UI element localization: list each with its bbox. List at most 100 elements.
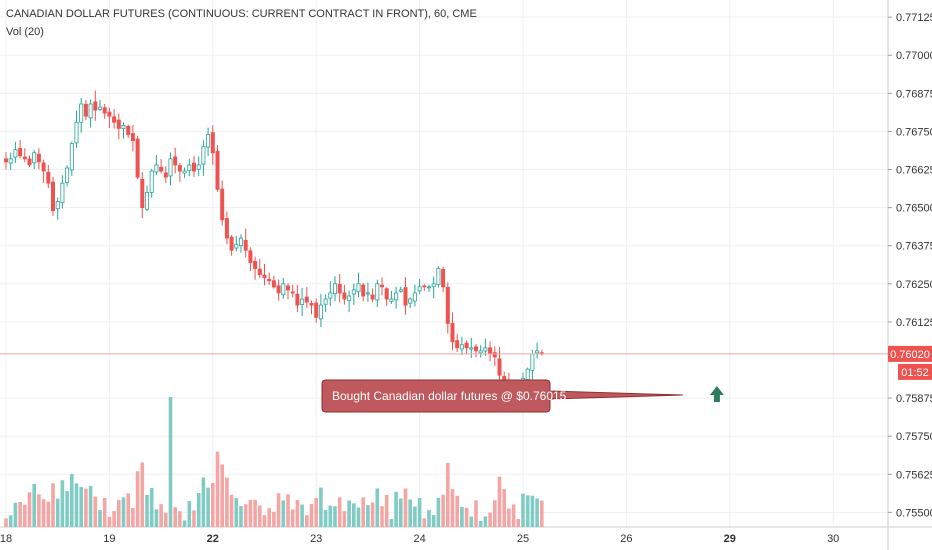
candle-body bbox=[497, 358, 502, 376]
candle-body bbox=[483, 347, 488, 352]
last-price-tag: 0.76020 01:52 bbox=[888, 345, 932, 380]
candle-body bbox=[375, 283, 380, 301]
volume-bar bbox=[366, 505, 370, 527]
candle-body bbox=[79, 103, 84, 123]
volume-bar bbox=[239, 506, 243, 527]
candle-body bbox=[370, 294, 375, 300]
candle-body bbox=[135, 138, 140, 178]
candle-body bbox=[248, 250, 253, 263]
candle-body bbox=[436, 268, 441, 285]
candle-body bbox=[224, 218, 229, 239]
candle-body bbox=[163, 172, 168, 178]
last-price-label: 0.76020 bbox=[890, 349, 930, 361]
volume-bar bbox=[319, 487, 323, 527]
volume-bar bbox=[41, 499, 46, 527]
volume-bar bbox=[164, 512, 168, 527]
volume-bar bbox=[361, 497, 365, 527]
volume-bar bbox=[211, 483, 215, 527]
volume-bar bbox=[51, 483, 55, 527]
volume-bars bbox=[4, 397, 544, 527]
price-tick-label: 0.77000 bbox=[896, 50, 932, 62]
volume-bar bbox=[309, 504, 314, 527]
price-axis[interactable]: 0.77125 0.77000 0.76875 0.76750 0.76625 0.765… bbox=[888, 12, 932, 519]
candle-body bbox=[450, 322, 455, 343]
volume-bar bbox=[352, 503, 356, 527]
candle-body bbox=[243, 239, 248, 251]
candle-body bbox=[323, 298, 328, 305]
volume-bar bbox=[502, 489, 506, 527]
candle-body bbox=[267, 278, 272, 282]
time-tick-label: 19 bbox=[103, 533, 115, 545]
volume-bar bbox=[8, 515, 13, 527]
volume-bar bbox=[272, 511, 276, 527]
candle-body bbox=[337, 283, 342, 294]
volume-bar bbox=[46, 501, 51, 527]
candle-body bbox=[492, 352, 497, 358]
candle-body bbox=[83, 103, 88, 117]
price-tick-label: 0.76750 bbox=[896, 126, 932, 138]
volume-bar bbox=[469, 516, 474, 527]
volume-bar bbox=[70, 474, 74, 527]
candle-body bbox=[295, 293, 300, 306]
volume-bar bbox=[488, 512, 492, 527]
volume-bar bbox=[356, 507, 361, 527]
candle-body bbox=[201, 146, 206, 165]
volume-bar bbox=[521, 493, 525, 527]
candle-body bbox=[285, 285, 290, 291]
volume-bar bbox=[535, 498, 539, 527]
volume-bar bbox=[88, 486, 93, 527]
volume-bar bbox=[18, 502, 22, 527]
candle-body bbox=[69, 143, 74, 171]
time-tick-label: 26 bbox=[620, 533, 632, 545]
volume-bar bbox=[126, 493, 130, 527]
volume-bar bbox=[507, 508, 511, 527]
time-tick-label: 29 bbox=[724, 533, 736, 545]
candle-body bbox=[74, 121, 79, 144]
candle-body bbox=[229, 236, 234, 251]
candle-body bbox=[215, 150, 220, 190]
volume-bar bbox=[243, 504, 248, 527]
price-tick-label: 0.75750 bbox=[896, 431, 932, 443]
volume-bar bbox=[55, 498, 60, 527]
volume-bar bbox=[107, 516, 112, 527]
volume-bar bbox=[403, 488, 408, 527]
price-tick-label: 0.76375 bbox=[896, 241, 932, 253]
volume-bar bbox=[140, 462, 145, 527]
candle-body bbox=[309, 303, 314, 306]
candle-body bbox=[196, 164, 201, 170]
candle-body bbox=[271, 280, 276, 288]
volume-bar bbox=[530, 495, 535, 527]
volume-bar bbox=[399, 498, 403, 527]
candle-body bbox=[60, 182, 65, 204]
volume-bar bbox=[4, 518, 8, 527]
candle-body bbox=[112, 116, 117, 123]
volume-bar bbox=[201, 477, 206, 527]
candle-body bbox=[389, 298, 394, 302]
candle-body bbox=[36, 153, 41, 163]
candle-body bbox=[394, 292, 399, 301]
candle-body bbox=[149, 170, 154, 193]
volume-bar bbox=[497, 476, 502, 527]
candle-body bbox=[8, 158, 13, 164]
volume-bar bbox=[394, 491, 398, 527]
candle-body bbox=[281, 283, 286, 296]
volume-bar bbox=[540, 500, 544, 527]
price-tick-label: 0.75875 bbox=[896, 393, 932, 405]
volume-bar bbox=[145, 494, 149, 527]
time-axis[interactable]: 18 19 22 23 24 25 26 29 30 bbox=[0, 533, 839, 545]
candle-body bbox=[191, 162, 196, 172]
candle-body bbox=[238, 237, 243, 247]
volume-bar bbox=[422, 518, 427, 527]
candle-body bbox=[441, 268, 446, 288]
candle-body bbox=[356, 283, 361, 293]
candle-body bbox=[445, 286, 450, 324]
candle-body bbox=[535, 350, 540, 354]
candle-body bbox=[300, 298, 305, 305]
annotation-text: Bought Canadian dollar futures @ $0.7601… bbox=[332, 389, 567, 403]
volume-bar bbox=[168, 397, 173, 527]
candle-body bbox=[182, 170, 187, 174]
volume-bar bbox=[60, 480, 65, 527]
volume-bar bbox=[455, 495, 459, 527]
last-price-tag-box bbox=[888, 345, 932, 362]
